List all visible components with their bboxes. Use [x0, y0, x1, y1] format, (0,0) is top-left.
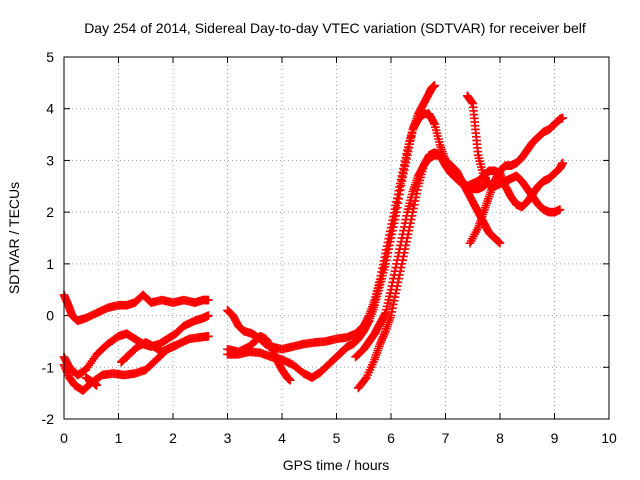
data-point — [204, 331, 213, 341]
grid-lines — [64, 57, 609, 419]
data-point — [92, 381, 101, 390]
data-point — [204, 311, 213, 320]
chart-title: Day 254 of 2014, Sidereal Day-to-day VTE… — [84, 20, 586, 36]
data-point — [555, 205, 565, 214]
x-tick-label: 7 — [442, 430, 450, 446]
series-track-k — [462, 91, 565, 217]
y-axis-label: SDTVAR / TECUs — [6, 182, 22, 294]
series-track-c — [59, 331, 213, 395]
x-tick-label: 10 — [601, 430, 617, 446]
series-track-l — [465, 113, 567, 248]
x-axis-label: GPS time / hours — [283, 457, 390, 473]
x-tick-label: 3 — [224, 430, 232, 446]
series-track-a — [59, 290, 213, 326]
axis-ticks: 0 1 2 3 4 5 6 7 8 9 10 -2 -1 0 1 2 3 4 5 — [42, 49, 617, 446]
y-tick-label: 1 — [46, 256, 54, 272]
x-tick-label: 4 — [278, 430, 286, 446]
y-tick-label: -2 — [42, 411, 55, 427]
y-tick-label: -1 — [42, 359, 55, 375]
data-point — [558, 158, 567, 168]
series-track-f — [223, 109, 494, 354]
x-tick-label: 9 — [551, 430, 559, 446]
data-point — [430, 81, 439, 90]
plot-frame — [63, 56, 610, 420]
data-points — [59, 81, 567, 395]
x-tick-label: 8 — [496, 430, 504, 446]
y-tick-label: 2 — [46, 204, 54, 220]
y-tick-label: 4 — [46, 101, 54, 117]
data-point — [204, 295, 213, 305]
data-point — [171, 341, 181, 350]
x-tick-label: 1 — [115, 430, 123, 446]
series-track-d — [116, 338, 181, 367]
series-track-e — [81, 373, 101, 390]
x-tick-label: 2 — [169, 430, 177, 446]
x-tick-label: 6 — [387, 430, 395, 446]
y-tick-label: 0 — [46, 308, 54, 324]
x-tick-label: 0 — [60, 430, 68, 446]
data-point — [285, 375, 295, 385]
data-point — [558, 113, 567, 123]
series-track-h — [223, 81, 439, 382]
y-tick-label: 5 — [46, 49, 54, 65]
x-tick-label: 5 — [333, 430, 341, 446]
data-point — [495, 238, 505, 248]
y-tick-label: 3 — [46, 152, 54, 168]
